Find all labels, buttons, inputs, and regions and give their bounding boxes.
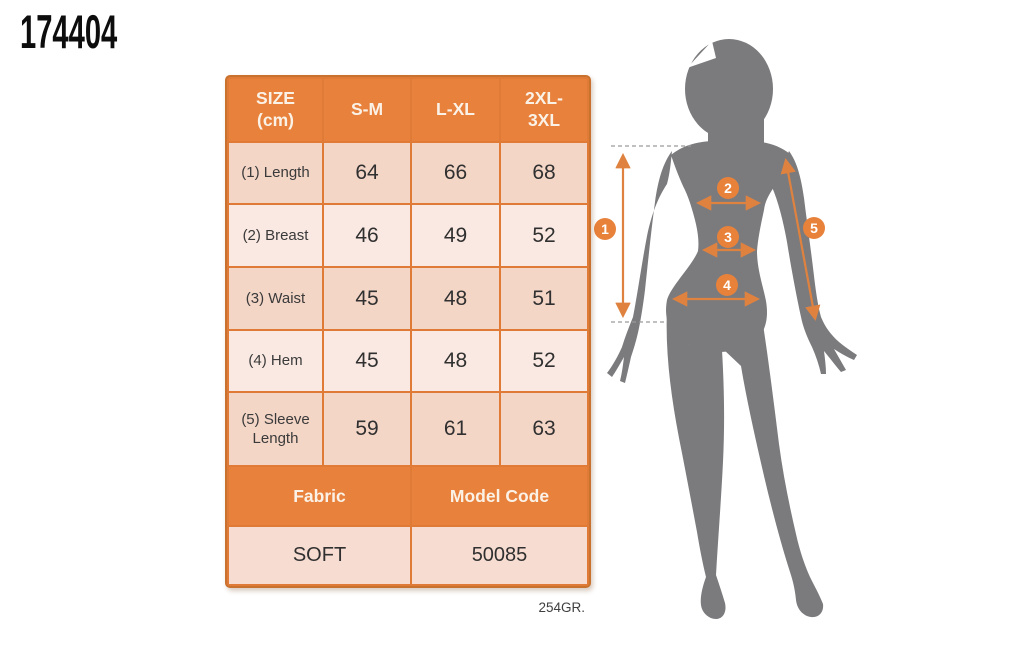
marker-number-4: 4: [723, 277, 731, 293]
marker-number-1: 1: [601, 221, 609, 237]
figure-right-leg: [722, 324, 824, 618]
table-row-length: (1) Length 64 66 68: [227, 141, 589, 205]
measure-value: 59: [322, 391, 412, 467]
measure-value: 48: [410, 266, 501, 331]
table-row-waist: (3) Waist 45 48 51: [227, 266, 589, 331]
column-header-lxl: L-XL: [410, 77, 501, 143]
marker-circle-2: [717, 177, 739, 199]
column-header-2xl3xl: 2XL-3XL: [499, 77, 589, 143]
size-table-grid: SIZE (cm) S-M L-XL 2XL-3XL (1) Length 64…: [227, 77, 589, 586]
measure-value: 45: [322, 329, 412, 393]
product-code: 174404: [20, 5, 118, 58]
marker-number-2: 2: [724, 180, 732, 196]
size-unit-header: SIZE (cm): [227, 77, 324, 143]
measure-label: (2) Breast: [227, 203, 324, 268]
measure-value: 46: [322, 203, 412, 268]
measure-value: 45: [322, 266, 412, 331]
model-code-value: 50085: [410, 525, 589, 586]
table-footer-values-row: SOFT 50085: [227, 525, 589, 586]
guide-lines: [611, 145, 691, 323]
measure-value: 48: [410, 329, 501, 393]
model-code-header: Model Code: [410, 465, 589, 527]
measure-value: 68: [499, 141, 589, 205]
size-table: SIZE (cm) S-M L-XL 2XL-3XL (1) Length 64…: [225, 75, 591, 588]
marker-circle-4: [716, 274, 738, 296]
figure-silhouette: [607, 39, 857, 619]
marker-number-3: 3: [724, 229, 732, 245]
marker-number-5: 5: [810, 220, 818, 236]
column-header-sm: S-M: [322, 77, 412, 143]
measure-label: (4) Hem: [227, 329, 324, 393]
measure-arrows: [615, 152, 821, 322]
measure-value: 63: [499, 391, 589, 467]
measure-markers: 1 2 3 4 5: [594, 177, 825, 296]
measure-arrow-sleeve: [780, 157, 821, 322]
measure-value: 61: [410, 391, 501, 467]
measure-value: 49: [410, 203, 501, 268]
measure-value: 66: [410, 141, 501, 205]
figure-right-arm: [772, 151, 857, 374]
measure-label: (3) Waist: [227, 266, 324, 331]
table-header-row: SIZE (cm) S-M L-XL 2XL-3XL: [227, 77, 589, 143]
measure-value: 52: [499, 203, 589, 268]
measure-value: 51: [499, 266, 589, 331]
table-footer-header-row: Fabric Model Code: [227, 465, 589, 527]
measure-value: 52: [499, 329, 589, 393]
measure-label: (1) Length: [227, 141, 324, 205]
hair-notch: [687, 41, 716, 68]
marker-circle-3: [717, 226, 739, 248]
marker-circle-1: [594, 218, 616, 240]
table-row-breast: (2) Breast 46 49 52: [227, 203, 589, 268]
marker-circle-5: [803, 217, 825, 239]
measure-label: (5) Sleeve Length: [227, 391, 324, 467]
weight-note: 254GR.: [538, 600, 585, 615]
figure-left-arm: [607, 151, 672, 383]
measure-value: 64: [322, 141, 412, 205]
table-row-sleeve-length: (5) Sleeve Length 59 61 63: [227, 391, 589, 467]
table-row-hem: (4) Hem 45 48 52: [227, 329, 589, 393]
fabric-value: SOFT: [227, 525, 412, 586]
fabric-header: Fabric: [227, 465, 412, 527]
figure-left-leg: [666, 308, 726, 619]
